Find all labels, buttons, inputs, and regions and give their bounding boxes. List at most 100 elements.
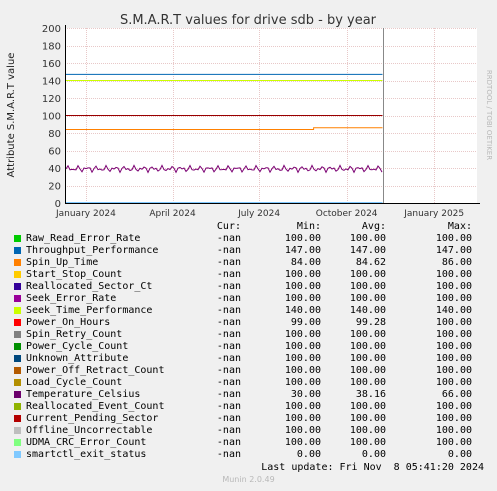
- y-tick-label: 80: [48, 129, 61, 140]
- y-tick-label: 180: [42, 42, 61, 53]
- y-tick-labels: 0 20 40 60 80 100 120 140 160 180 200: [42, 24, 61, 210]
- legend-cur: -nan: [216, 341, 241, 352]
- x-tick-label: January 2024: [55, 209, 116, 219]
- legend-max: 100.00: [435, 401, 472, 412]
- legend-header-avg: Avg:: [361, 221, 386, 232]
- legend-avg: 140.00: [349, 305, 386, 316]
- legend-label: Load_Cycle_Count: [26, 377, 123, 388]
- legend-avg: 100.00: [349, 377, 386, 388]
- legend-row: Raw_Read_Error_Rate -nan 100.00 100.00 100.0…: [0, 233, 497, 245]
- legend-cur: -nan: [216, 425, 241, 436]
- legend-avg: 0.00: [361, 449, 386, 460]
- legend-avg: 100.00: [349, 329, 386, 340]
- y-tick-label: 120: [42, 94, 61, 105]
- legend-min: 99.00: [290, 317, 321, 328]
- legend-row: Power_Off_Retract_Count -nan 100.00 100.00 1…: [0, 365, 497, 377]
- legend-avg: 100.00: [349, 353, 386, 364]
- legend-header-min: Min:: [296, 221, 321, 232]
- munin-version: Munin 2.0.49: [222, 475, 275, 484]
- legend-avg: 100.00: [349, 365, 386, 376]
- rrdtool-credit: RRDTOOL / TOBI OETIKER: [485, 70, 493, 160]
- legend-avg: 100.00: [349, 281, 386, 292]
- legend-max: 100.00: [435, 317, 472, 328]
- y-tick-label: 140: [42, 77, 61, 88]
- x-tick-labels: January 2024 April 2024 July 2024 October 2…: [55, 209, 464, 219]
- legend-avg: 100.00: [349, 233, 386, 244]
- legend-swatch: [14, 259, 21, 266]
- legend-label: Current_Pending_Sector: [26, 413, 159, 424]
- legend-min: 100.00: [284, 341, 321, 352]
- legend-swatch: [14, 427, 21, 434]
- legend-row: Power_Cycle_Count -nan 100.00 100.00 100.00: [0, 341, 497, 353]
- legend-cur: -nan: [216, 365, 241, 376]
- legend-cur: -nan: [216, 293, 241, 304]
- legend-avg: 100.00: [349, 425, 386, 436]
- legend-cur: -nan: [216, 245, 241, 256]
- legend-max: 100.00: [435, 425, 472, 436]
- chart: 0 20 40 60 80 100 120 140 160 180 200 January 2024…: [6, 13, 493, 219]
- legend-swatch: [14, 247, 21, 254]
- legend-label: smartctl_exit_status: [26, 449, 147, 460]
- y-tick-label: 0: [55, 199, 61, 210]
- legend-max: 100.00: [435, 365, 472, 376]
- chart-title: S.M.A.R.T values for drive sdb - by year: [120, 13, 377, 28]
- legend-swatch: [14, 283, 21, 290]
- legend-header-cur: Cur:: [216, 221, 241, 232]
- legend-min: 147.00: [284, 245, 321, 256]
- legend-max: 140.00: [435, 305, 472, 316]
- legend-avg: 147.00: [349, 245, 386, 256]
- y-axis-label: Attribute S.M.A.R.T value: [6, 53, 17, 178]
- legend-swatch: [14, 403, 21, 410]
- legend-min: 100.00: [284, 281, 321, 292]
- legend-swatch: [14, 391, 21, 398]
- legend-min: 100.00: [284, 269, 321, 280]
- legend-min: 84.00: [290, 257, 321, 268]
- legend-cur: -nan: [216, 377, 241, 388]
- series-lines: [65, 73, 383, 203]
- x-tick-label: July 2024: [237, 209, 280, 219]
- x-tick-label: October 2024: [316, 209, 378, 219]
- legend-swatch: [14, 331, 21, 338]
- y-tick-label: 20: [48, 182, 61, 193]
- legend-label: Power_On_Hours: [26, 317, 111, 328]
- legend-avg: 100.00: [349, 401, 386, 412]
- y-tick-label: 160: [42, 59, 61, 70]
- legend-label: Seek_Time_Performance: [26, 305, 153, 316]
- legend-row: UDMA_CRC_Error_Count -nan 100.00 100.00 100.…: [0, 437, 497, 449]
- legend-row: Seek_Time_Performance -nan 140.00 140.00 140…: [0, 305, 497, 317]
- legend-max: 100.00: [435, 269, 472, 280]
- last-update: Last update: Fri Nov 8 05:41:20 2024: [261, 462, 484, 473]
- legend-avg: 100.00: [349, 269, 386, 280]
- legend-cur: -nan: [216, 269, 241, 280]
- series-line: [66, 127, 383, 130]
- legend-avg: 100.00: [349, 341, 386, 352]
- legend-row: Unknown_Attribute -nan 100.00 100.00 100.00: [0, 353, 497, 365]
- legend-row: Spin_Retry_Count -nan 100.00 100.00 100.00: [0, 329, 497, 341]
- legend-swatch: [14, 271, 21, 278]
- legend-avg: 100.00: [349, 437, 386, 448]
- x-tick-label: January 2025: [403, 209, 464, 219]
- legend-row: Seek_Error_Rate -nan 100.00 100.00 100.00: [0, 293, 497, 305]
- legend-label: Temperature_Celsius: [26, 389, 141, 400]
- legend-swatch: [14, 307, 21, 314]
- legend-cur: -nan: [216, 437, 241, 448]
- legend-min: 30.00: [290, 389, 321, 400]
- legend-min: 0.00: [296, 449, 321, 460]
- legend-header-max: Max:: [447, 221, 472, 232]
- legend-row: Start_Stop_Count -nan 100.00 100.00 100.00: [0, 269, 497, 281]
- legend-min: 100.00: [284, 233, 321, 244]
- y-tick-label: 60: [48, 147, 61, 158]
- legend-max: 100.00: [435, 413, 472, 424]
- legend-row: Reallocated_Sector_Ct -nan 100.00 100.00 100…: [0, 281, 497, 293]
- legend-avg: 100.00: [349, 413, 386, 424]
- legend-swatch: [14, 355, 21, 362]
- legend-min: 140.00: [284, 305, 321, 316]
- legend-max: 86.00: [441, 257, 472, 268]
- legend-cur: -nan: [216, 449, 241, 460]
- y-tick-label: 40: [48, 164, 61, 175]
- legend-min: 100.00: [284, 365, 321, 376]
- legend-min: 100.00: [284, 353, 321, 364]
- series-line: [65, 164, 383, 174]
- legend-row: Spin_Up_Time -nan 84.00 84.62 86.00: [0, 257, 497, 269]
- legend-max: 100.00: [435, 437, 472, 448]
